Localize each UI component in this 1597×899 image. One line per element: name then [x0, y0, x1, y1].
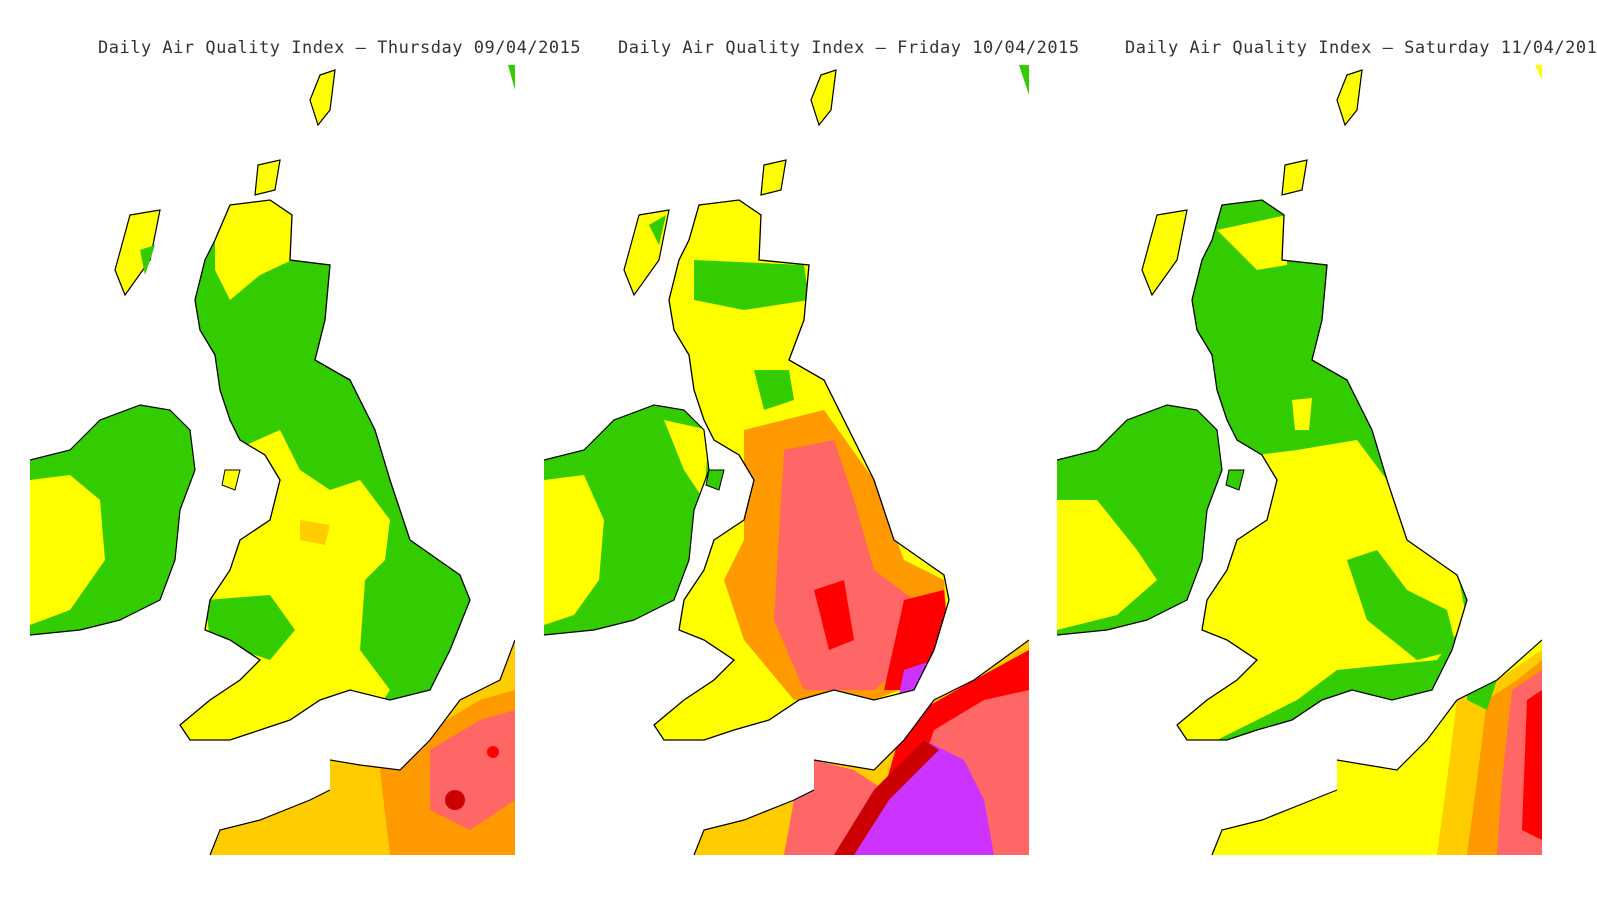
panel-title: Daily Air Quality Index — Friday 10/04/2… [618, 38, 1080, 58]
shetland [309, 69, 336, 127]
map-panel-saturday: Daily Air Quality Index — Saturday 11/04… [1057, 0, 1597, 899]
isle-of-man [221, 469, 241, 491]
ireland-coastline [30, 404, 196, 636]
aqi-map-friday [544, 65, 1029, 856]
france-coastline [209, 639, 515, 856]
aqi-map-thursday [30, 65, 515, 856]
france-coastline [693, 639, 1029, 856]
orkney [760, 159, 787, 196]
orkney [254, 159, 281, 196]
isle-of-man [1225, 469, 1245, 491]
ireland-coastline [1057, 404, 1223, 636]
france-coastline [1211, 639, 1542, 856]
gb-coastline [179, 199, 471, 741]
gb-coastline [1176, 199, 1468, 741]
shetland [810, 69, 837, 127]
gb-coastline [653, 199, 950, 741]
hebrides [1141, 209, 1188, 297]
panel-title: Daily Air Quality Index — Thursday 09/04… [98, 38, 582, 58]
map-panel-thursday: Daily Air Quality Index — Thursday 09/04… [30, 0, 581, 899]
aqi-map-saturday [1057, 65, 1542, 856]
shetland [1336, 69, 1363, 127]
map-panel-friday: Daily Air Quality Index — Friday 10/04/2… [544, 0, 1079, 899]
panel-title: Daily Air Quality Index — Saturday 11/04… [1125, 38, 1597, 58]
isle-of-man [705, 469, 725, 491]
orkney [1281, 159, 1308, 196]
hebrides [114, 209, 161, 297]
